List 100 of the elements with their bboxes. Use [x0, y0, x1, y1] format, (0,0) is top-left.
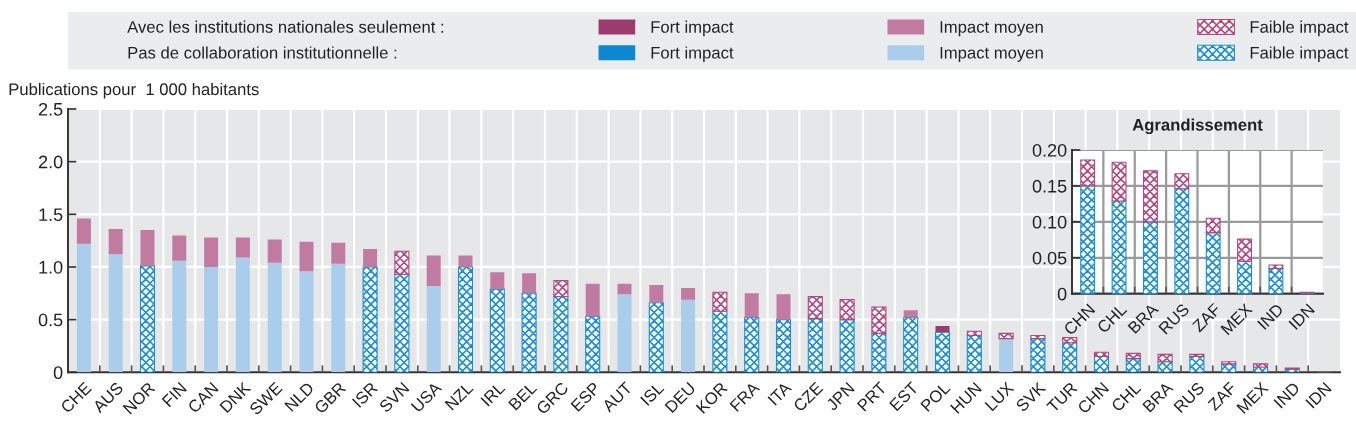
- y-tick-label: 2.5: [38, 102, 63, 116]
- bar: [934, 331, 951, 373]
- bar: [1030, 338, 1046, 373]
- bar: [1252, 363, 1269, 368]
- y-tick-label: 0.5: [38, 313, 63, 327]
- bar: [172, 260, 187, 373]
- bar: [744, 316, 760, 373]
- bar: [1189, 353, 1205, 358]
- bar: [521, 292, 537, 373]
- bar: [903, 316, 919, 373]
- x-tick-label: TUR: [1046, 381, 1078, 414]
- bar: [457, 266, 474, 373]
- legend-label: Faible impact: [1250, 46, 1349, 62]
- bar: [299, 271, 314, 373]
- bar: [839, 299, 855, 321]
- bar: [871, 306, 887, 334]
- bar: [1111, 161, 1127, 202]
- bar: [966, 330, 982, 336]
- bar: [807, 295, 823, 320]
- bar: [1237, 238, 1253, 262]
- bar: [522, 273, 537, 294]
- y-tick-label: 0: [1057, 287, 1067, 301]
- bar: [649, 284, 664, 303]
- bar: [871, 332, 887, 373]
- bar: [331, 263, 346, 373]
- bar: [966, 334, 982, 373]
- bar: [1111, 200, 1127, 294]
- y-tick-label: 0.05: [1032, 251, 1067, 265]
- bar: [299, 241, 314, 272]
- bar: [712, 310, 728, 373]
- bar: [204, 266, 219, 373]
- x-tick-label: FRA: [729, 381, 761, 412]
- bar: [204, 237, 219, 267]
- bar: [1157, 361, 1173, 373]
- bar: [744, 293, 759, 318]
- bar: [775, 319, 792, 373]
- bar: [490, 272, 505, 290]
- bar: [585, 283, 600, 317]
- bar: [1062, 336, 1078, 344]
- bar: [267, 262, 282, 373]
- legend-label: Fort impact: [651, 46, 734, 62]
- bar: [140, 230, 155, 266]
- bar: [585, 315, 601, 373]
- x-tick-label: JPN: [825, 382, 855, 412]
- bar: [712, 291, 728, 312]
- bar: [235, 257, 250, 373]
- bar: [1268, 264, 1284, 270]
- bar: [1189, 355, 1205, 373]
- x-tick-label: ISL: [640, 381, 665, 406]
- y-axis-title: Publications pour 1 000 habitants: [9, 82, 259, 99]
- y-tick-label: 0.10: [1032, 215, 1067, 229]
- x-tick-label: BEL: [508, 381, 538, 411]
- bar: [1093, 355, 1110, 373]
- bar: [1080, 159, 1096, 187]
- x-tick-label: IND: [1273, 381, 1301, 409]
- bar: [617, 294, 632, 373]
- x-tick-label: IRL: [480, 381, 506, 407]
- bar: [903, 310, 918, 318]
- bar: [426, 255, 441, 286]
- x-tick-label: FIN: [161, 382, 187, 408]
- bar: [1142, 170, 1158, 223]
- bar: [999, 338, 1014, 373]
- y-tick-label: 0.20: [1032, 143, 1067, 157]
- bar: [1125, 352, 1141, 360]
- bar: [76, 243, 91, 373]
- legend-label: Impact moyen: [940, 46, 1043, 62]
- bar: [998, 332, 1014, 340]
- y-tick-label: 0.15: [1032, 179, 1067, 193]
- bar: [394, 273, 410, 373]
- bar: [1174, 173, 1190, 190]
- bar: [394, 250, 410, 275]
- x-tick-label: IDN: [1305, 382, 1332, 409]
- bar: [1237, 260, 1253, 294]
- bar: [1205, 217, 1221, 234]
- bar: [458, 255, 473, 267]
- bar: [1157, 353, 1173, 363]
- x-tick-label: IND: [1257, 303, 1284, 330]
- bar: [108, 229, 123, 255]
- y-tick-label: 0: [53, 366, 63, 380]
- bar: [235, 237, 250, 258]
- x-tick-label: USA: [410, 380, 443, 413]
- bar: [489, 288, 505, 373]
- bar: [807, 318, 823, 373]
- x-tick-label: POL: [920, 381, 951, 412]
- bar: [267, 239, 282, 263]
- bar: [331, 242, 346, 264]
- y-tick-label: 1.0: [39, 260, 63, 274]
- y-tick-label: 1.5: [39, 208, 63, 222]
- bar: [426, 285, 441, 373]
- x-tick-label: CHL: [1096, 302, 1128, 334]
- bar: [172, 235, 187, 261]
- y-tick-label: 2.0: [38, 155, 63, 169]
- x-tick-label: NZL: [444, 381, 474, 411]
- bar: [108, 254, 123, 373]
- bar: [681, 299, 696, 373]
- bar: [776, 294, 791, 320]
- bar: [1080, 185, 1096, 294]
- bar: [362, 266, 378, 373]
- bar: [1093, 351, 1110, 358]
- bar: [1268, 267, 1284, 294]
